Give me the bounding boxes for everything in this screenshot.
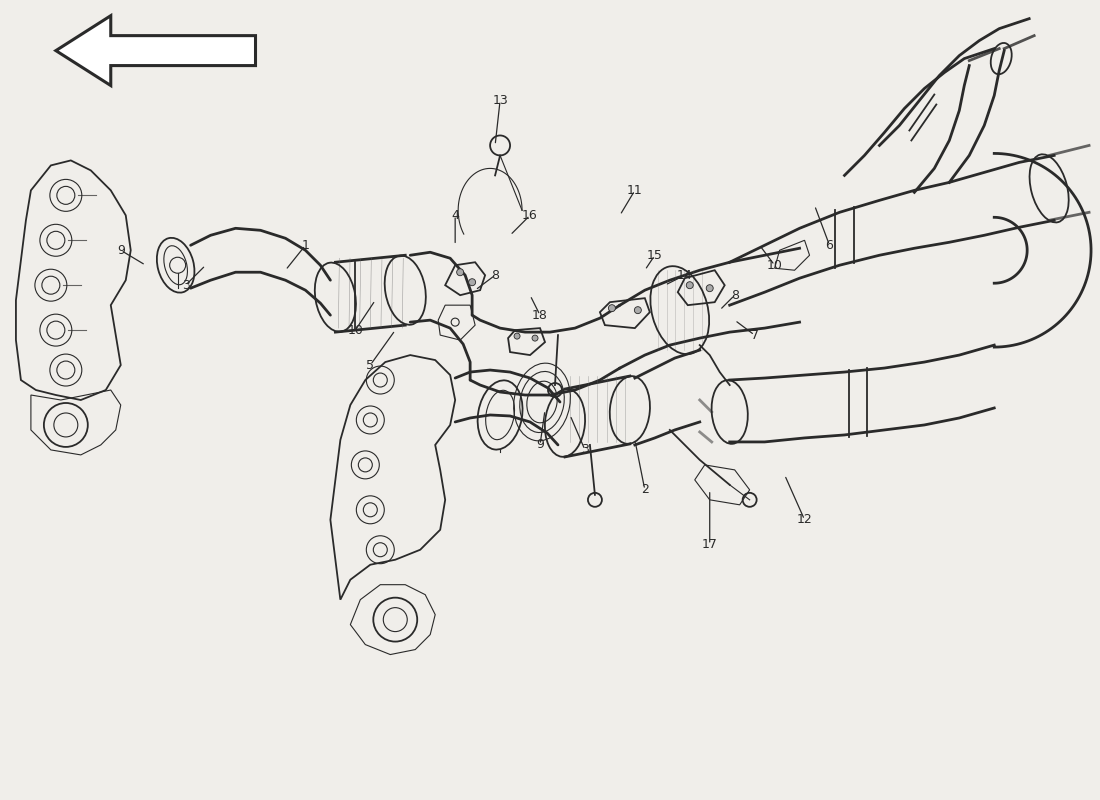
Text: 2: 2 xyxy=(641,483,649,496)
Text: 3: 3 xyxy=(581,443,589,457)
Text: 18: 18 xyxy=(532,309,548,322)
Text: 13: 13 xyxy=(492,94,508,107)
Text: 10: 10 xyxy=(767,258,782,272)
Text: 15: 15 xyxy=(647,249,663,262)
Text: 10: 10 xyxy=(348,324,363,337)
Text: 9: 9 xyxy=(536,438,544,451)
Text: 11: 11 xyxy=(627,184,642,197)
Circle shape xyxy=(706,285,713,292)
Circle shape xyxy=(686,282,693,289)
Circle shape xyxy=(456,269,464,276)
Text: 8: 8 xyxy=(730,289,739,302)
Circle shape xyxy=(532,335,538,341)
Text: 3: 3 xyxy=(182,278,189,292)
Polygon shape xyxy=(56,16,255,86)
Circle shape xyxy=(608,305,615,312)
Text: 14: 14 xyxy=(676,269,693,282)
Text: 1: 1 xyxy=(301,238,309,252)
Text: 4: 4 xyxy=(451,209,459,222)
Text: 9: 9 xyxy=(117,244,124,257)
Text: 5: 5 xyxy=(366,358,374,371)
Text: 6: 6 xyxy=(826,238,834,252)
Text: 12: 12 xyxy=(796,514,813,526)
Text: 8: 8 xyxy=(491,269,499,282)
Circle shape xyxy=(514,333,520,339)
Text: 16: 16 xyxy=(522,209,538,222)
Circle shape xyxy=(469,278,475,286)
Text: 17: 17 xyxy=(702,538,717,551)
Circle shape xyxy=(635,306,641,314)
Text: 7: 7 xyxy=(750,329,759,342)
